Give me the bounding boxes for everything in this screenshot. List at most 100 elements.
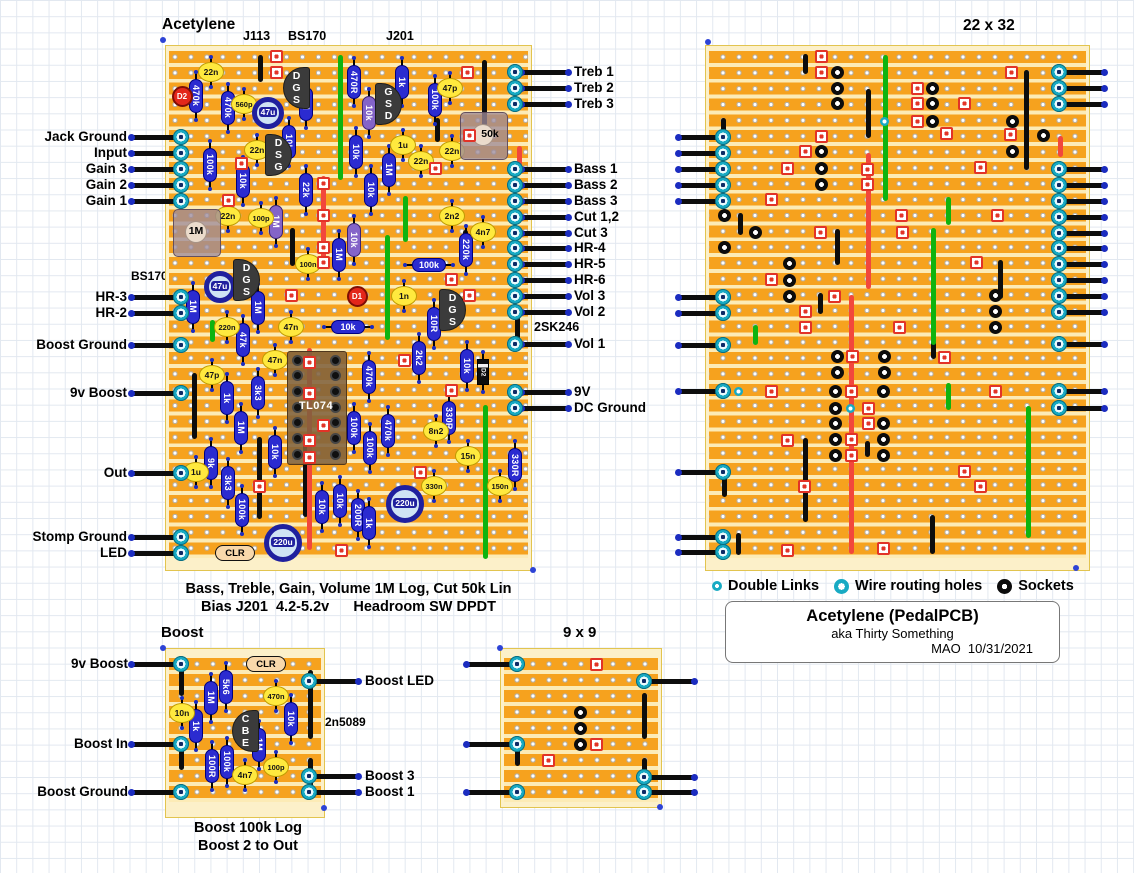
track-cut xyxy=(910,96,924,110)
link-wire xyxy=(735,533,741,555)
lead-dot xyxy=(356,489,360,493)
board-pad xyxy=(507,240,523,256)
track-cut xyxy=(813,225,827,239)
lead-dot xyxy=(191,281,195,285)
resistor: 1k xyxy=(220,381,234,415)
lead-dot xyxy=(481,215,485,219)
track-cut xyxy=(990,208,1004,222)
wire-end-dot xyxy=(1100,292,1108,300)
pin-wire xyxy=(648,789,694,795)
socket xyxy=(782,273,796,287)
clr-resistor: CLR xyxy=(246,656,286,672)
transistor-pin-letter: G xyxy=(274,161,283,173)
board-pad xyxy=(1051,272,1067,288)
pin-wire xyxy=(648,678,694,684)
pin-wire xyxy=(648,774,694,780)
track-cut xyxy=(973,160,987,174)
capacitor: 4n7 xyxy=(470,222,496,242)
lead-dot xyxy=(209,720,213,724)
lead-dot xyxy=(224,709,228,713)
lead-dot xyxy=(450,229,454,233)
resistor: 2k2 xyxy=(412,341,426,375)
lead-dot xyxy=(434,444,438,448)
wire-end-dot xyxy=(127,341,135,349)
track-board-title: 22 x 32 xyxy=(963,17,1015,34)
pin-wire xyxy=(678,534,719,540)
link-wire xyxy=(514,744,520,766)
pin-label: Cut 1,2 xyxy=(574,209,620,224)
board-pad xyxy=(507,209,523,225)
lead-dot xyxy=(513,487,517,491)
pin-wire xyxy=(131,741,177,747)
board-pad xyxy=(507,336,523,352)
wire-end-dot xyxy=(1100,197,1108,205)
board-pad xyxy=(1051,80,1067,96)
lead-dot xyxy=(304,212,308,216)
legend-label: Sockets xyxy=(1018,578,1074,594)
boost-board-title: Boost xyxy=(161,624,204,641)
pin-label: Vol 1 xyxy=(574,336,606,351)
lead-dot xyxy=(448,101,452,105)
legend-item-double-links: Double Links xyxy=(712,578,819,594)
pin-wire xyxy=(1061,166,1104,172)
link-wire xyxy=(864,441,870,457)
track-cut xyxy=(302,450,316,464)
capacitor: 10n xyxy=(169,703,195,723)
wire-end-dot xyxy=(1100,276,1108,284)
resistor: 1M xyxy=(382,153,396,187)
pin-label: Cut 3 xyxy=(574,225,608,240)
pin-wire xyxy=(131,310,177,316)
note-line: Boost 100k Log xyxy=(194,820,302,836)
track-cut xyxy=(302,355,316,369)
pin-label: Bass 3 xyxy=(574,193,618,208)
lead-dot xyxy=(352,450,356,454)
board-pad xyxy=(173,465,189,481)
lead-dot xyxy=(352,262,356,266)
track-cut xyxy=(988,384,1002,398)
pin-wire xyxy=(131,470,177,476)
resistor: 100R xyxy=(205,749,219,783)
track-cut xyxy=(1003,127,1017,141)
track-cut xyxy=(827,289,841,303)
link-wire xyxy=(997,260,1003,299)
pin-wire xyxy=(1061,182,1104,188)
resistor: 10k xyxy=(268,435,282,469)
pin-wire xyxy=(678,342,719,348)
wire-end-dot xyxy=(674,341,682,349)
socket xyxy=(876,416,890,430)
pin-label: Boost In xyxy=(74,736,128,751)
board-pad xyxy=(1051,288,1067,304)
resistor: 5k6 xyxy=(219,670,233,704)
lead-dot xyxy=(432,298,436,302)
link-wire xyxy=(384,235,390,340)
pin-wire xyxy=(521,198,568,204)
board-pad xyxy=(507,177,523,193)
note-line: Bass, Treble, Gain, Volume 1M Log, Cut 5… xyxy=(185,581,512,597)
pin-wire xyxy=(678,549,719,555)
resistor: 100k xyxy=(235,493,249,527)
socket xyxy=(877,365,891,379)
wire-end-dot xyxy=(127,469,135,477)
pin-label: Boost 1 xyxy=(365,784,415,799)
wire-end-dot xyxy=(564,260,572,268)
transistor-pin-letter: B xyxy=(241,725,250,737)
lead-dot xyxy=(226,505,230,509)
lead-dot xyxy=(274,244,278,248)
lead-dot xyxy=(368,422,372,426)
main-board-notes: Bass, Treble, Gain, Volume 1M Log, Cut 5… xyxy=(165,581,532,616)
pin-label: Treb 3 xyxy=(574,96,614,111)
pin-wire xyxy=(1061,230,1104,236)
boost-board-notes: Boost 100k Log Boost 2 to Out xyxy=(160,820,336,855)
board-pad xyxy=(636,769,652,785)
board-pad xyxy=(509,656,525,672)
resistor: 3k3 xyxy=(251,376,265,410)
wire-end-dot xyxy=(674,468,682,476)
lead-dot xyxy=(274,780,278,784)
track-cut xyxy=(462,128,476,142)
lead-dot xyxy=(240,484,244,488)
legend-item-sockets: Sockets xyxy=(997,578,1074,594)
lead-dot xyxy=(257,719,261,723)
legend-label: Double Links xyxy=(728,578,820,594)
info-subtitle: aka Thirty Something xyxy=(831,626,954,641)
